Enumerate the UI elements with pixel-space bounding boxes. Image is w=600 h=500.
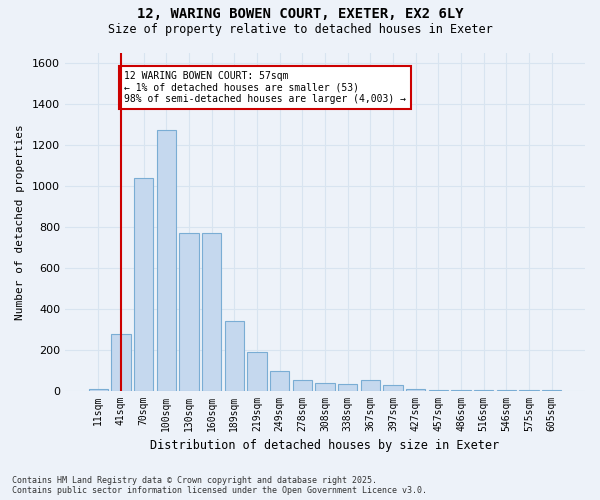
Bar [361,380,380,391]
Bar [383,385,403,391]
Bar [270,370,289,391]
Bar [406,389,425,391]
Bar [247,352,266,391]
Bar [293,380,312,391]
Text: 12, WARING BOWEN COURT, EXETER, EX2 6LY: 12, WARING BOWEN COURT, EXETER, EX2 6LY [137,8,463,22]
Bar [497,390,516,391]
Bar [179,233,199,391]
Y-axis label: Number of detached properties: Number of detached properties [15,124,25,320]
Text: Contains HM Land Registry data © Crown copyright and database right 2025.
Contai: Contains HM Land Registry data © Crown c… [12,476,427,495]
Bar [157,130,176,391]
Text: 12 WARING BOWEN COURT: 57sqm
← 1% of detached houses are smaller (53)
98% of sem: 12 WARING BOWEN COURT: 57sqm ← 1% of det… [124,71,406,104]
Bar [202,233,221,391]
Bar [224,322,244,391]
Bar [134,178,153,391]
X-axis label: Distribution of detached houses by size in Exeter: Distribution of detached houses by size … [151,440,500,452]
Bar [520,390,539,391]
Text: Size of property relative to detached houses in Exeter: Size of property relative to detached ho… [107,22,493,36]
Bar [474,390,493,391]
Bar [338,384,357,391]
Title: 12, WARING BOWEN COURT, EXETER, EX2 6LY
Size of property relative to detached ho: 12, WARING BOWEN COURT, EXETER, EX2 6LY … [0,499,1,500]
Bar [429,390,448,391]
Bar [111,334,131,391]
Bar [316,383,335,391]
Bar [89,389,108,391]
Bar [451,390,470,391]
Bar [542,390,562,391]
